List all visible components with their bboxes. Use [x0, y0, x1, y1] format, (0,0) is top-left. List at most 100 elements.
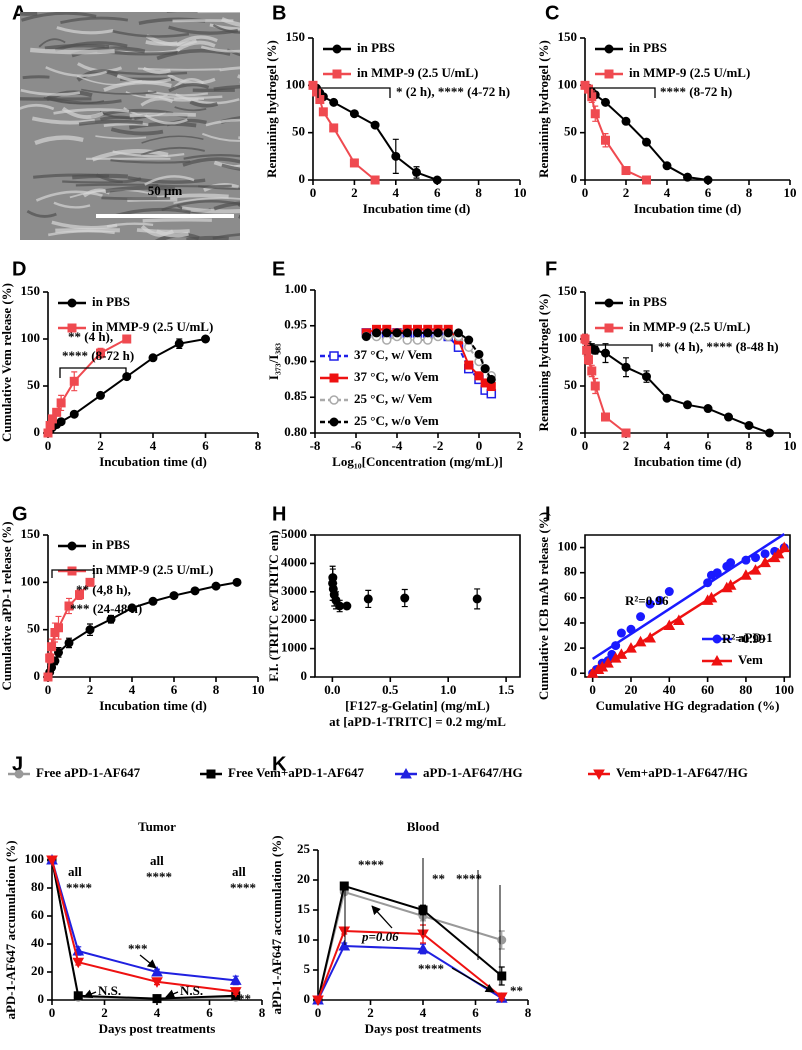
legend-marker [206, 769, 216, 779]
data-point [474, 349, 484, 359]
data-point [601, 135, 610, 145]
y-axis-label: Remaining hydrogel (%) [264, 40, 279, 178]
texture [238, 214, 240, 217]
panel-label: C [545, 2, 559, 24]
data-point [662, 393, 672, 403]
data-point [480, 364, 490, 374]
x-tick-label: 0 [476, 438, 483, 453]
legend-label: 25 °C, w/ Vem [354, 391, 432, 406]
annotation: ** (4 h), [68, 329, 113, 344]
data-point [412, 167, 421, 177]
legend-marker [67, 323, 77, 333]
data-point [338, 926, 351, 938]
chart-title: Blood [407, 819, 440, 834]
texture [127, 176, 206, 184]
data-point [64, 638, 74, 648]
data-point [474, 371, 484, 381]
legend-label: Vem+aPD-1-AF647/HG [616, 765, 748, 780]
legend-label: Free Vem+aPD-1-AF647 [228, 765, 365, 780]
data-point [54, 623, 63, 633]
texture [51, 220, 118, 230]
y-axis-label: Cumulative ICB mAb release (%) [536, 512, 551, 700]
data-point [318, 107, 328, 117]
data-point [644, 632, 656, 643]
data-point [765, 428, 774, 438]
x-tick-label: 4 [664, 185, 671, 200]
data-point [601, 97, 610, 107]
texture [166, 12, 178, 13]
x-tick-label: -2 [433, 438, 444, 453]
data-point [169, 591, 179, 601]
x-tick-label: 6 [202, 438, 209, 453]
data-point [642, 175, 651, 185]
panel-label: E [272, 258, 285, 280]
data-point [232, 577, 242, 587]
data-point [338, 939, 351, 951]
data-point [151, 977, 163, 988]
arrow [371, 905, 393, 929]
texture [250, 193, 301, 197]
scale-bar-label: 50 μm [148, 183, 183, 198]
texture [142, 218, 212, 223]
x-tick-label: 20 [624, 682, 637, 697]
x-tick-label: 100 [775, 682, 795, 697]
data-point [402, 328, 412, 338]
x-tick-label: 1.0 [440, 682, 456, 697]
data-point [582, 345, 592, 355]
annotation: ** [510, 983, 523, 998]
y-tick-label: 100 [21, 330, 41, 345]
texture [219, 66, 240, 72]
texture [168, 83, 210, 93]
texture [167, 73, 216, 85]
series-line [51, 859, 236, 993]
data-point [580, 334, 590, 344]
x-tick-label: 10 [784, 438, 797, 453]
data-point [46, 855, 58, 867]
data-point [174, 339, 184, 349]
y-tick-label: 20 [564, 639, 577, 654]
panel-label: J [12, 753, 23, 775]
series-line [317, 929, 503, 1001]
x-tick-label: 2 [87, 682, 94, 697]
texture [173, 78, 205, 89]
y-tick-label: 0.85 [284, 388, 307, 403]
texture [142, 66, 171, 75]
texture [233, 244, 284, 250]
y-tick-label: 40 [31, 935, 44, 950]
annotation: *** [128, 941, 148, 956]
legend-label: in PBS [92, 537, 130, 552]
arrow [83, 989, 97, 999]
data-point [190, 586, 200, 596]
y-axis-label: F.I. (TRITC ex/TRITC em) [266, 530, 281, 682]
panel-label: F [545, 258, 557, 280]
y-tick-label: 100 [286, 76, 306, 91]
legend-label: Vem [738, 652, 763, 667]
data-point [683, 400, 692, 410]
data-point [370, 120, 380, 130]
y-tick-label: 0 [34, 668, 41, 683]
y-tick-label: 2000 [281, 611, 307, 626]
panel-label: K [272, 753, 287, 775]
data-point [601, 412, 610, 422]
y-tick-label: 0.90 [284, 352, 307, 367]
legend-label: 37 °C, w/o Vem [354, 369, 439, 384]
data-point [472, 594, 482, 604]
x-tick-label: 10 [514, 185, 527, 200]
data-point [413, 328, 422, 338]
texture [78, 119, 143, 126]
x-tick-label: 8 [213, 682, 220, 697]
annotation: **** [66, 880, 92, 895]
legend-label: in MMP-9 (2.5 U/mL) [629, 65, 750, 80]
data-point [122, 372, 132, 382]
y-tick-label: 5 [304, 961, 311, 976]
texture [72, 173, 128, 180]
arrow [139, 954, 157, 969]
annotation: **** [230, 880, 256, 895]
y-tick-label: 0.95 [284, 317, 307, 332]
data-point [96, 348, 105, 358]
panel-label: G [12, 503, 28, 525]
x-tick-label: 8 [746, 438, 753, 453]
texture [136, 228, 190, 234]
data-point [497, 971, 507, 981]
y-axis-label: Cumulative Vem release (%) [0, 283, 14, 442]
